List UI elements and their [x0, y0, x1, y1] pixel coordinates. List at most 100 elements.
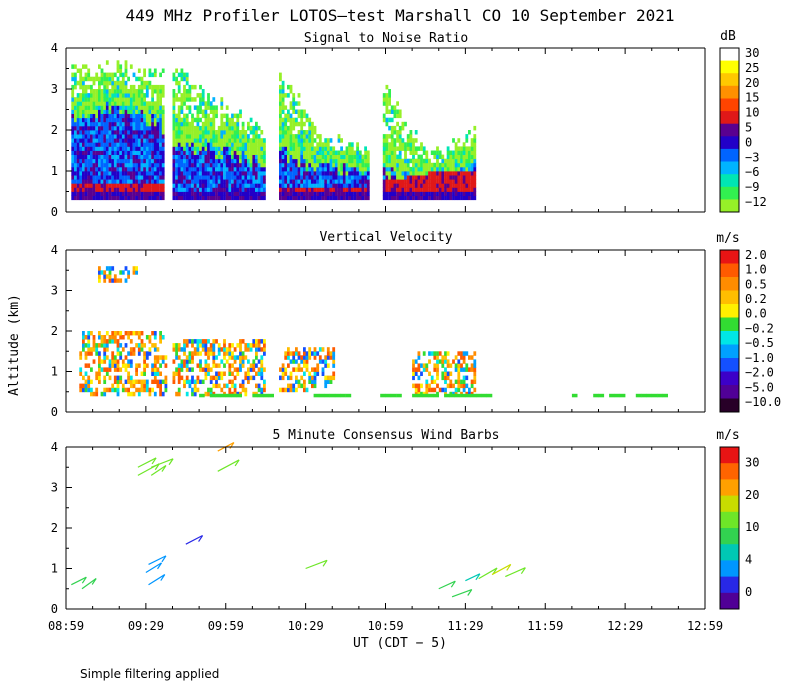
snr-cell [177, 166, 181, 172]
snr-cell [297, 130, 301, 135]
snr-cell [281, 117, 285, 123]
velocity-cell [430, 375, 434, 381]
snr-cell [244, 138, 248, 143]
velocity-cell [87, 363, 91, 368]
snr-cell [223, 142, 226, 147]
snr-cell [287, 171, 290, 176]
snr-cell [465, 187, 469, 192]
snr-cell [201, 130, 205, 135]
snr-cell [279, 162, 282, 168]
snr-cell [76, 175, 80, 180]
snr-cell [350, 166, 354, 172]
snr-cell [113, 130, 117, 135]
snr-cell [84, 179, 88, 184]
snr-cell [124, 162, 128, 168]
snr-cell [329, 158, 333, 164]
colorbar-label: −6 [745, 165, 759, 179]
snr-cell [105, 109, 109, 114]
snr-cell [420, 171, 423, 176]
snr-cell [105, 166, 109, 172]
snr-cell [105, 93, 109, 98]
snr-cell [188, 175, 192, 180]
snr-cell [111, 166, 115, 172]
snr-cell [100, 195, 104, 201]
snr-cell [247, 146, 250, 151]
velocity-cell [316, 363, 320, 368]
snr-cell [412, 183, 415, 188]
snr-cell [252, 142, 256, 147]
colorbar: m/s2.01.00.50.20.0−0.2−0.5−1.0−2.0−5.0−1… [716, 231, 781, 413]
snr-cell [90, 142, 93, 147]
snr-cell [401, 162, 405, 168]
snr-cell [217, 171, 221, 176]
snr-cell [401, 171, 405, 176]
velocity-cell [140, 383, 144, 389]
snr-cell [457, 191, 461, 196]
snr-cell [129, 117, 133, 123]
velocity-cell [90, 351, 93, 356]
wind-barb-flag [229, 442, 235, 449]
snr-cell [398, 113, 402, 119]
snr-cell [201, 89, 205, 94]
snr-cell [127, 154, 130, 160]
snr-cell [172, 142, 176, 147]
snr-cell [143, 121, 146, 127]
snr-cell [98, 171, 101, 176]
snr-cell [212, 113, 216, 119]
snr-cell [236, 121, 240, 127]
velocity-cell [305, 367, 309, 372]
snr-cell [212, 162, 216, 168]
snr-cell [143, 125, 146, 131]
snr-cell [449, 171, 453, 176]
snr-cell [172, 191, 176, 196]
velocity-cell [289, 371, 293, 376]
snr-cell [124, 109, 128, 114]
velocity-cell [332, 355, 336, 360]
snr-cell [348, 150, 351, 155]
snr-cell [215, 183, 218, 188]
snr-cell [180, 72, 184, 78]
snr-cell [121, 191, 125, 196]
snr-cell [428, 179, 431, 184]
snr-cell [215, 113, 218, 119]
velocity-cell [177, 343, 181, 348]
snr-cell [231, 195, 234, 201]
snr-cell [76, 158, 80, 164]
snr-cell [175, 183, 178, 188]
snr-cell [193, 130, 197, 135]
snr-cell [108, 113, 112, 119]
snr-cell [113, 158, 117, 164]
snr-cell [199, 97, 202, 102]
velocity-cell [438, 359, 442, 364]
velocity-cell [436, 355, 439, 360]
snr-cell [191, 154, 194, 160]
snr-cell [201, 146, 205, 151]
snr-cell [295, 191, 298, 196]
velocity-cell [305, 363, 309, 368]
snr-cell [76, 121, 80, 127]
snr-cell [249, 187, 253, 192]
snr-cell [281, 195, 285, 201]
snr-cell [324, 195, 328, 201]
snr-cell [318, 191, 322, 196]
snr-cell [135, 171, 138, 176]
snr-cell [143, 68, 146, 73]
snr-cell [326, 179, 330, 184]
snr-cell [129, 109, 133, 114]
snr-cell [151, 113, 154, 119]
snr-cell [140, 80, 144, 86]
snr-cell [249, 166, 253, 172]
snr-cell [103, 158, 107, 164]
snr-cell [401, 187, 405, 192]
snr-cell [103, 113, 107, 119]
snr-cell [108, 76, 112, 82]
snr-cell [143, 101, 146, 106]
velocity-cell [417, 375, 421, 381]
snr-cell [361, 162, 365, 168]
snr-cell [121, 93, 125, 98]
snr-cell [175, 113, 178, 119]
snr-cell [390, 195, 394, 201]
velocity-cell [193, 347, 197, 352]
snr-cell [124, 166, 128, 172]
snr-cell [140, 179, 144, 184]
